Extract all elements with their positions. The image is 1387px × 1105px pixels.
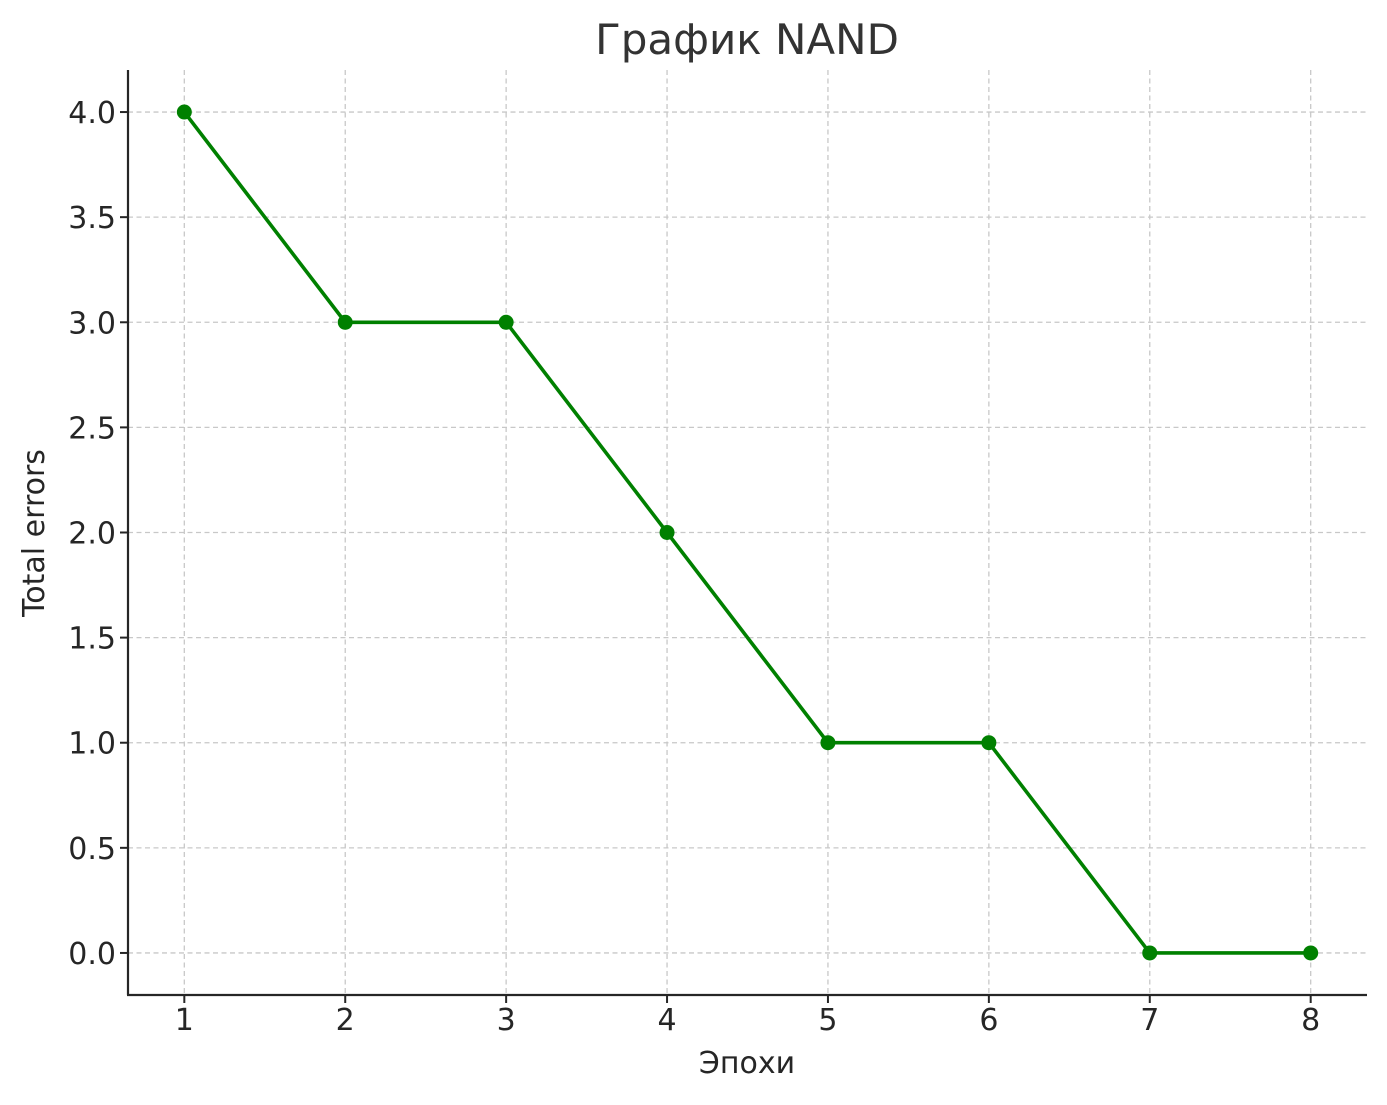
y-tick-label: 1.0 <box>68 727 116 762</box>
y-tick-label: 3.0 <box>68 306 116 341</box>
x-tick-label: 4 <box>657 1003 676 1038</box>
x-tick-label: 1 <box>175 1003 194 1038</box>
y-tick-label: 4.0 <box>68 96 116 131</box>
x-tick-label: 8 <box>1301 1003 1320 1038</box>
x-tick-label: 2 <box>336 1003 355 1038</box>
x-axis-label: Эпохи <box>699 1046 795 1081</box>
data-point <box>1303 945 1319 961</box>
series <box>176 104 1319 961</box>
data-point <box>820 735 836 751</box>
data-point <box>1142 945 1158 961</box>
y-tick-label: 1.5 <box>68 622 116 657</box>
series-line <box>182 110 1311 955</box>
y-axis-label: Total errors <box>17 449 52 618</box>
chart-title: График NAND <box>595 15 899 64</box>
data-point <box>981 735 997 751</box>
x-tick-label: 7 <box>1140 1003 1159 1038</box>
x-tick-label: 6 <box>979 1003 998 1038</box>
ticks: 1 2 3 4 5 6 7 8 0.0 0.5 1.0 1.5 2.0 2.5 3.0 3.5 4.0 <box>68 96 1320 1038</box>
grid <box>128 70 1367 995</box>
y-tick-label: 0.5 <box>68 832 116 867</box>
axes-spines <box>126 70 1367 997</box>
data-point <box>659 525 675 540</box>
data-point <box>337 314 353 330</box>
y-tick-label: 0.0 <box>68 937 116 972</box>
y-tick-label: 2.5 <box>68 411 116 446</box>
x-tick-label: 5 <box>818 1003 837 1038</box>
y-tick-label: 2.0 <box>68 517 116 552</box>
data-point <box>176 104 192 120</box>
y-tick-label: 3.5 <box>68 201 116 236</box>
x-tick-label: 3 <box>497 1003 516 1038</box>
data-point <box>498 314 514 330</box>
